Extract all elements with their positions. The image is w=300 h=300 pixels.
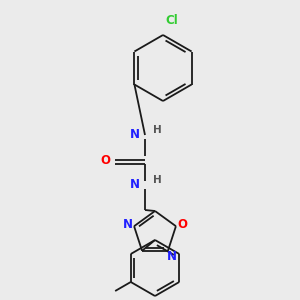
Text: O: O	[178, 218, 188, 230]
Text: Cl: Cl	[165, 14, 178, 27]
Text: N: N	[130, 128, 140, 142]
Text: H: H	[153, 125, 162, 135]
Text: N: N	[122, 218, 132, 230]
Text: N: N	[167, 250, 177, 263]
Text: N: N	[130, 178, 140, 191]
Text: O: O	[100, 154, 110, 166]
Text: H: H	[153, 175, 162, 185]
